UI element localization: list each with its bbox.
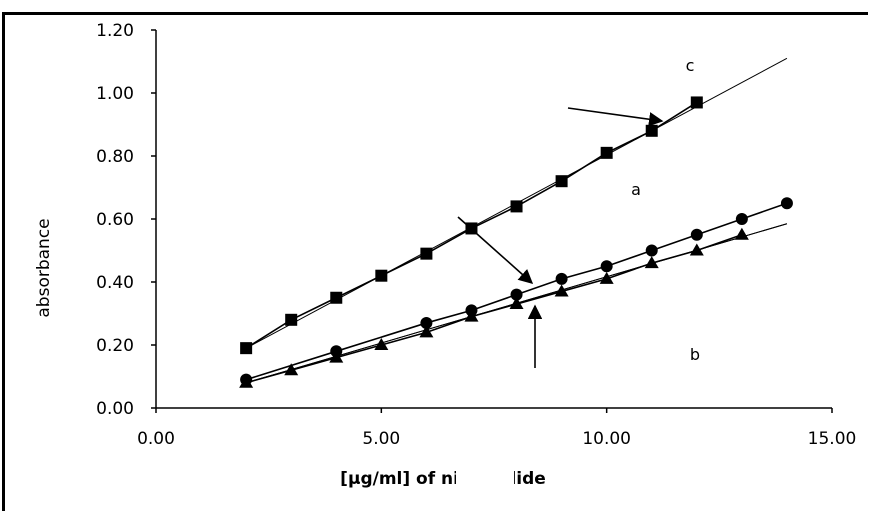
arrow-1 — [567, 107, 664, 127]
square-point — [600, 146, 613, 159]
square-point — [420, 247, 433, 260]
x-axis-title: [µg/ml] of nimesulide — [340, 469, 546, 489]
y-tick-label: 0.20 — [96, 336, 134, 356]
square-point — [645, 124, 658, 137]
annotation-arrows — [457, 107, 664, 368]
circle-point — [735, 213, 748, 225]
triangle-point — [329, 350, 344, 363]
triangle-point — [644, 256, 659, 269]
y-tick-label: 1.00 — [96, 84, 134, 104]
circle-point — [600, 260, 613, 273]
circle-point — [780, 197, 793, 210]
y-tick-label: 1.20 — [96, 21, 134, 41]
y-tick-label: 0.60 — [96, 210, 134, 230]
triangle-point — [419, 325, 434, 338]
fit-lines — [245, 57, 788, 384]
circle-point — [645, 244, 658, 257]
square-point — [285, 313, 298, 326]
arrow-2 — [457, 216, 534, 284]
x-tick-label: 15.00 — [808, 429, 857, 449]
curve-label-b: b — [690, 345, 700, 364]
data-markers — [239, 96, 793, 388]
square-point — [240, 342, 253, 355]
y-tick-label: 0.40 — [96, 273, 134, 293]
curve-label-c: c — [686, 56, 695, 75]
square-point — [690, 96, 703, 109]
square-point — [510, 200, 523, 213]
y-axis-title: absorbance — [34, 218, 54, 317]
triangle-point — [689, 243, 704, 256]
triangle-point — [509, 297, 524, 310]
label-occlusion — [456, 462, 514, 492]
square-point — [330, 291, 343, 304]
chart-frame — [2, 12, 868, 511]
triangle-point — [554, 284, 569, 297]
x-tick-label: 5.00 — [362, 429, 400, 449]
y-tick-label: 0.00 — [96, 399, 134, 419]
triangle-point — [734, 227, 749, 240]
circle-point — [555, 272, 568, 285]
square-point — [375, 269, 388, 282]
triangle-point — [374, 338, 389, 350]
triangle-point — [464, 309, 479, 322]
triangle-point — [239, 375, 254, 388]
circle-point — [690, 228, 703, 241]
y-tick-label: 0.80 — [96, 147, 134, 167]
circle-point — [510, 288, 523, 301]
axes: 0.00 0.20 0.40 0.60 0.80 1.00 1.20 0.00 5.00 10.0… — [96, 21, 856, 449]
x-tick-label: 10.00 — [582, 429, 631, 449]
triangle-point — [599, 271, 614, 284]
curve-label-a: a — [631, 180, 641, 199]
circle-point — [420, 316, 433, 329]
triangle-point — [284, 363, 299, 376]
series-line-triangle — [245, 233, 743, 384]
x-tick-label: 0.00 — [137, 429, 175, 449]
square-point — [555, 175, 568, 188]
